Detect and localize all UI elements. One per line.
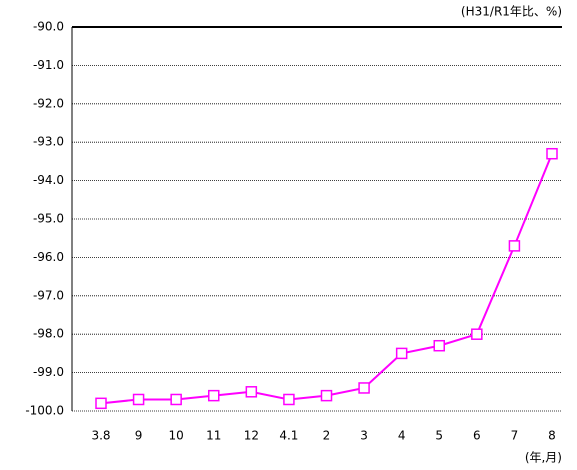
y-tick-label: -95.0 bbox=[33, 212, 64, 226]
series-line bbox=[100, 153, 553, 405]
point-marker bbox=[245, 386, 258, 398]
point-marker bbox=[395, 347, 408, 360]
point-marker bbox=[132, 393, 145, 406]
y-tick-label: -92.0 bbox=[33, 96, 64, 110]
y-tick-label: -97.0 bbox=[33, 288, 64, 302]
y-tick-label: -100.0 bbox=[25, 404, 64, 418]
y-tick-label: -90.0 bbox=[33, 20, 64, 34]
x-tick-label: 3 bbox=[360, 429, 368, 443]
x-tick-label: 12 bbox=[244, 429, 259, 443]
y-tick-label: -94.0 bbox=[33, 173, 64, 187]
x-tick-label: 4 bbox=[398, 429, 406, 443]
point-marker bbox=[508, 240, 521, 252]
x-tick-label: 2 bbox=[323, 429, 331, 443]
x-tick-label: 5 bbox=[435, 429, 443, 443]
x-tick-label: 10 bbox=[169, 429, 184, 443]
y-tick-label: -91.0 bbox=[33, 58, 64, 72]
unit-annotation: (H31/R1年比、%) bbox=[461, 5, 562, 19]
x-unit-annotation: (年,月) bbox=[525, 451, 562, 465]
x-tick-label: 3.8 bbox=[91, 429, 110, 443]
x-tick-label: 8 bbox=[548, 429, 556, 443]
point-marker bbox=[471, 328, 483, 340]
point-marker bbox=[546, 147, 558, 160]
y-tick-label: -98.0 bbox=[33, 327, 64, 341]
x-tick-label: 6 bbox=[473, 429, 481, 443]
point-marker bbox=[95, 397, 107, 410]
point-marker bbox=[283, 393, 295, 406]
x-tick-label: 11 bbox=[206, 429, 221, 443]
y-tick-label: -93.0 bbox=[33, 135, 64, 149]
point-marker bbox=[358, 382, 370, 394]
x-tick-label: 7 bbox=[511, 429, 519, 443]
x-tick-label: 4.1 bbox=[279, 429, 298, 443]
point-marker bbox=[208, 389, 220, 402]
point-marker bbox=[320, 389, 333, 402]
y-tick-label: -96.0 bbox=[33, 250, 64, 264]
point-marker bbox=[433, 339, 445, 352]
point-marker bbox=[170, 393, 182, 406]
x-tick-label: 9 bbox=[135, 429, 143, 443]
y-tick-label: -99.0 bbox=[33, 365, 64, 379]
